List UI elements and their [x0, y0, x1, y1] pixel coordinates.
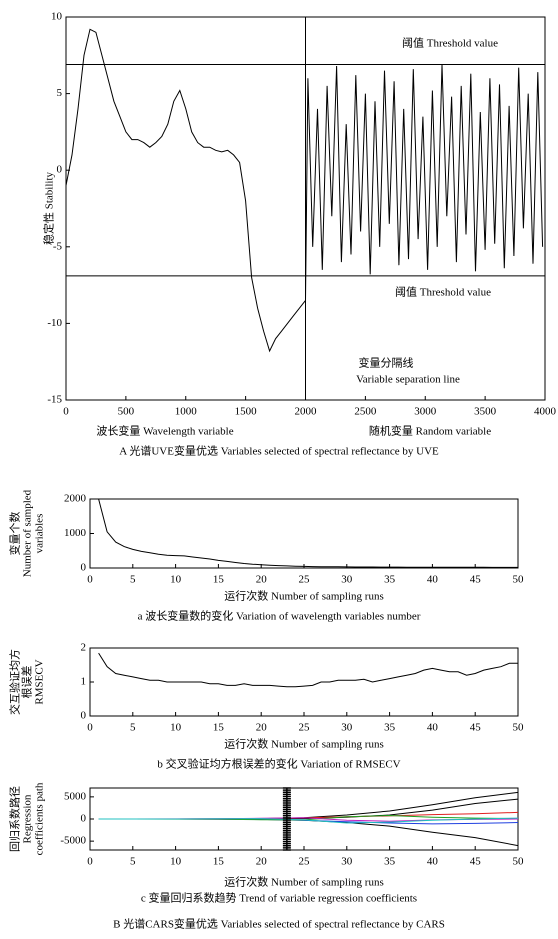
y-axis-label: 交互验证均方 — [8, 649, 22, 715]
y-axis-label: 变量个数 — [8, 512, 22, 556]
x-tick-label: 10 — [170, 722, 182, 734]
plot-frame — [89, 647, 519, 717]
x-tick-label: 30 — [341, 574, 353, 586]
annotation: 变量分隔线 — [359, 356, 414, 370]
y-tick-label: 5000 — [64, 790, 87, 802]
figure-caption: B 光谱CARS变量优选 Variables selected of spect… — [113, 917, 445, 931]
x-tick-label: 50 — [513, 722, 525, 734]
x-tick-label: 0 — [87, 722, 93, 734]
data-line — [98, 498, 518, 568]
annotation: 阈值 Threshold value — [402, 36, 498, 50]
x-tick-label: 30 — [341, 856, 353, 868]
x-tick-label: 40 — [427, 574, 439, 586]
x-tick-label: 10 — [170, 574, 182, 586]
x-tick-label: 0 — [87, 856, 93, 868]
x-tick-label: 40 — [427, 856, 439, 868]
coef-path — [98, 818, 519, 847]
coef-path — [98, 817, 519, 824]
x-axis-label: 运行次数 Number of sampling runs — [224, 737, 383, 751]
y-axis-label: 根误差 — [20, 666, 34, 699]
x-tick-label: 3500 — [474, 406, 497, 418]
y-tick-label: -5 — [53, 240, 63, 252]
y-tick-label: 0 — [81, 813, 87, 825]
y-tick-label: 0 — [81, 710, 87, 722]
coef-path — [98, 791, 519, 820]
x-tick-label: 25 — [299, 722, 311, 734]
plot-frame — [89, 498, 519, 569]
data-line — [65, 28, 544, 353]
x-tick-label: 4000 — [534, 406, 557, 418]
x-tick-label: 25 — [299, 574, 311, 586]
caption: b 交叉验证均方根误差的变化 Variation of RMSECV — [157, 757, 400, 771]
x-tick-label: 30 — [341, 722, 353, 734]
x-tick-label: 15 — [213, 574, 225, 586]
x-tick-label: 35 — [384, 722, 396, 734]
x-tick-label: 50 — [513, 856, 525, 868]
x-tick-label: 50 — [513, 574, 525, 586]
x-tick-label: 20 — [256, 722, 268, 734]
selection-marker — [282, 787, 291, 851]
x-tick-label: 35 — [384, 574, 396, 586]
x-tick-label: 40 — [427, 722, 439, 734]
x-axis-label: 运行次数 Number of sampling runs — [224, 589, 383, 603]
y-tick-label: -15 — [47, 394, 62, 406]
y-axis-label: Number of sampled — [22, 489, 34, 577]
x-tick-label: 20 — [256, 856, 268, 868]
y-tick-label: 1 — [81, 676, 87, 688]
x-tick-label: 25 — [299, 856, 311, 868]
caption: c 变量回归系数趋势 Trend of variable regression … — [141, 891, 417, 905]
x-tick-label: 1000 — [175, 406, 198, 418]
x-tick-label: 0 — [87, 574, 93, 586]
caption: A 光谱UVE变量优选 Variables selected of spectr… — [119, 444, 439, 458]
x-tick-label: 500 — [118, 406, 135, 418]
y-tick-label: -10 — [47, 317, 62, 329]
y-tick-label: 0 — [57, 164, 63, 176]
data-line — [98, 652, 518, 688]
x-tick-label: 0 — [63, 406, 69, 418]
annotation: 阈值 Threshold value — [395, 285, 491, 299]
x-tick-label: 5 — [130, 856, 136, 868]
x-tick-label: 2500 — [354, 406, 377, 418]
x-tick-label: 45 — [470, 722, 482, 734]
x-axis-label: 运行次数 Number of sampling runs — [224, 875, 383, 889]
x-axis-label: 波长变量 Wavelength variable — [96, 424, 233, 438]
x-tick-label: 35 — [384, 856, 396, 868]
y-tick-label: 10 — [51, 11, 63, 23]
y-axis-label: variables — [34, 514, 46, 554]
caption: a 波长变量数的变化 Variation of wavelength varia… — [138, 609, 421, 623]
x-axis-label: 随机变量 Random variable — [369, 424, 491, 438]
y-tick-label: 5 — [57, 87, 63, 99]
x-tick-label: 45 — [470, 574, 482, 586]
y-tick-label: 0 — [81, 562, 87, 574]
x-tick-label: 15 — [213, 856, 225, 868]
annotation: Variable separation line — [356, 374, 460, 386]
x-tick-label: 45 — [470, 856, 482, 868]
x-tick-label: 10 — [170, 856, 182, 868]
x-tick-label: 1500 — [235, 406, 258, 418]
y-tick-label: -5000 — [60, 835, 86, 847]
coef-path — [98, 798, 519, 820]
y-axis-label: RMSECV — [34, 659, 46, 704]
x-tick-label: 15 — [213, 722, 225, 734]
x-tick-label: 5 — [130, 574, 136, 586]
x-tick-label: 5 — [130, 722, 136, 734]
y-axis-label: Regression — [22, 794, 34, 843]
y-tick-label: 2000 — [64, 493, 87, 505]
y-tick-label: 2 — [81, 642, 87, 654]
y-axis-label: 回归系数路径 — [8, 786, 22, 852]
y-tick-label: 1000 — [64, 527, 87, 539]
y-axis-label: 稳定性 Stability — [42, 171, 56, 245]
x-tick-label: 20 — [256, 574, 268, 586]
y-axis-label: coefficients path — [34, 782, 46, 855]
x-tick-label: 3000 — [414, 406, 437, 418]
x-tick-label: 2000 — [295, 406, 318, 418]
